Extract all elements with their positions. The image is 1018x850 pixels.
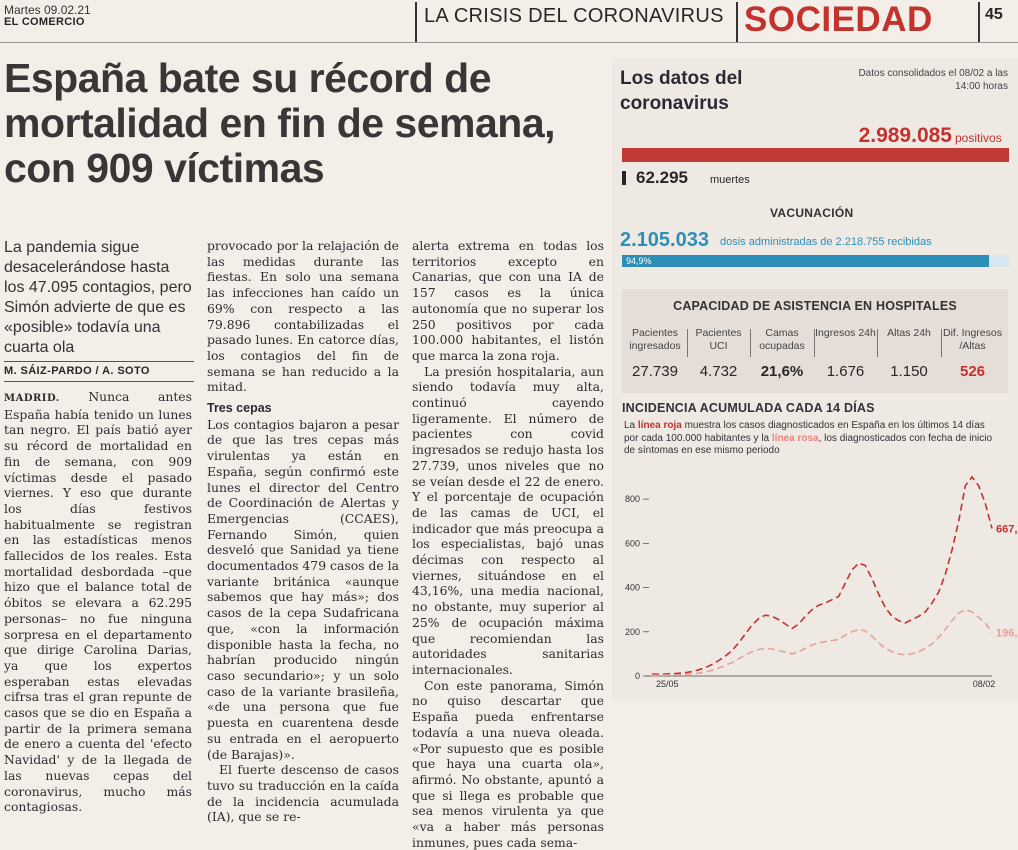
section-kicker: LA CRISIS DEL CORONAVIRUS (424, 5, 724, 27)
capacity-divider (813, 329, 815, 357)
y-tick-label: 800 (625, 494, 640, 504)
capacity-label: Dif. Ingresos /Altas (943, 327, 1002, 352)
header-divider (736, 2, 738, 42)
header-divider (415, 2, 417, 42)
positives-bar (622, 148, 1009, 162)
description-text: , los diagnosticados con fecha de inicio… (624, 432, 993, 457)
vaccination-percent: 94,9% (626, 256, 652, 266)
header-rule (0, 42, 1018, 43)
red-line-label: línea roja (637, 420, 682, 431)
page-number: 45 (985, 6, 1003, 23)
subheading: Tres cepas (207, 401, 272, 416)
incidence-description: La línea roja muestra los casos diagnost… (624, 420, 994, 458)
vaccination-bar-fill (622, 255, 990, 267)
y-tick-label: 400 (625, 583, 640, 593)
capacity-label: Ingresos 24h (815, 327, 876, 339)
description-text: muestra los casos diagnosticados en Espa… (624, 420, 985, 444)
y-tick-label: 200 (625, 627, 640, 637)
panel-note: Datos consolidados el 08/02 a las 14:00 … (858, 68, 1008, 92)
capacity-label: Pacientes ingresados (629, 327, 681, 352)
incidence-chart: 0 200 400 600 800 25/05 08/02 667,3 196,8 (625, 475, 1018, 689)
positives-value: 2.989.085 (858, 124, 952, 147)
subheadline: La pandemia sigue desacelerándose hasta … (4, 239, 192, 356)
pink-series-line (652, 608, 993, 677)
capacity-value: 4.732 (699, 363, 738, 380)
article-column-3: alerta extrema en todas los territorios … (412, 238, 604, 850)
y-tick-label: 0 (635, 671, 640, 681)
capacity-value: 1.150 (890, 363, 928, 380)
capacity-divider (877, 329, 878, 357)
capacity-item: Pacientes ingresados 27.739 (624, 327, 686, 380)
capacity-item: Altas 24h 1.150 (878, 327, 940, 380)
section-name: SOCIEDAD (744, 0, 933, 39)
end-value-label: 667,3 (996, 523, 1018, 535)
x-tick-label: 08/02 (973, 679, 996, 689)
description-text: La (624, 420, 638, 431)
capacity-box (622, 289, 1008, 393)
capacity-value: 526 (959, 363, 986, 380)
paragraph: Con este panorama, Simón no quiso descar… (412, 677, 604, 850)
deaths-value: 62.295 (636, 168, 688, 187)
x-tick-label: 25/05 (656, 679, 679, 689)
byline: M. SÁIZ-PARDO / A. SOTO (4, 365, 150, 377)
paragraph: alerta extrema en todas los territorios … (412, 238, 604, 363)
capacity-title: CAPACIDAD DE ASISTENCIA EN HOSPITALES (673, 299, 957, 313)
vaccination-label: dosis administradas de 2.218.755 recibid… (720, 236, 932, 248)
vaccination-title: VACUNACIÓN (770, 206, 854, 220)
red-series-line (652, 475, 993, 675)
incidence-title: INCIDENCIA ACUMULADA CADA 14 DÍAS (622, 401, 875, 415)
capacity-label: Pacientes UCI (695, 327, 742, 352)
capacity-label: Camas ocupadas (759, 327, 805, 352)
deaths-bar (622, 171, 626, 185)
capacity-item: Ingresos 24h 1.676 (815, 327, 877, 380)
capacity-value: 1.676 (826, 363, 865, 380)
pink-line-label: línea rosa (771, 432, 819, 444)
vaccination-value: 2.105.033 (620, 229, 709, 251)
capacity-value: 21,6% (760, 363, 804, 380)
byline-rule (4, 381, 194, 382)
end-value-label: 196,8 (996, 627, 1018, 639)
capacity-divider (940, 329, 942, 357)
deaths-label: muertes (710, 174, 750, 186)
capacity-divider (686, 329, 688, 357)
newspaper-name: EL COMERCIO (4, 16, 85, 28)
article-column-1: MADRID. Nunca antes España había tenido … (4, 389, 192, 815)
capacity-item: Dif. Ingresos /Altas 526 (942, 327, 1004, 380)
article-column-2: provocado por la relajación de las medid… (207, 238, 399, 825)
dateline: MADRID. (4, 393, 60, 404)
paragraph: provocado por la relajación de las medid… (207, 238, 399, 395)
paragraph: El fuerte descenso de casos tuvo su trad… (207, 762, 399, 825)
headline: España bate su récord de mortalidad en f… (4, 55, 556, 191)
y-tick-label: 600 (625, 538, 640, 548)
panel-title: Los datos del coronavirus (620, 68, 743, 114)
paragraph: Nunca antes España había tenido un lunes… (4, 389, 192, 815)
capacity-value: 27.739 (632, 363, 678, 380)
paragraph: Los contagios bajaron a pesar de que las… (207, 416, 400, 762)
capacity-item: Pacientes UCI 4.732 (688, 327, 750, 380)
paragraph: La presión hospitalaria, aun siendo toda… (412, 363, 604, 677)
issue-date: Martes 09.02.21 (4, 3, 91, 17)
positives-label: positivos (955, 131, 1002, 145)
header-divider (978, 2, 980, 42)
capacity-item: Camas ocupadas 21,6% (751, 327, 813, 380)
byline-rule (4, 361, 194, 362)
capacity-label: Altas 24h (887, 327, 931, 339)
capacity-divider (750, 329, 751, 357)
